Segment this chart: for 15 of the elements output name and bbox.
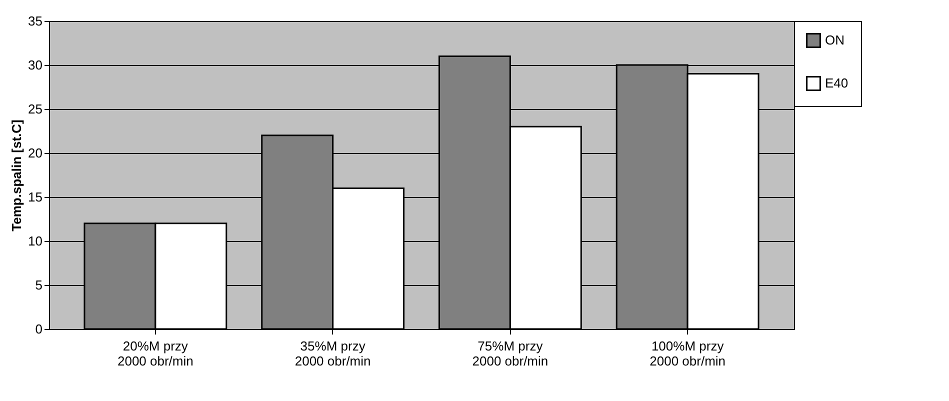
y-tick-label: 15 [28, 190, 42, 204]
y-tick-label: 10 [28, 234, 42, 248]
legend-label: ON [825, 32, 844, 48]
y-tick-label: 25 [28, 102, 42, 116]
x-tick-label: 35%M przy 2000 obr/min [294, 338, 371, 368]
y-axis-title: Temp.spalin [st.C] [9, 120, 24, 232]
legend-label: E40 [825, 76, 848, 90]
y-tick-label: 30 [28, 58, 42, 72]
x-tick-label: 20%M przy 2000 obr/min [117, 338, 194, 368]
y-tick-label: 0 [35, 322, 42, 336]
x-tick-label: 75%M przy 2000 obr/min [472, 338, 548, 368]
y-tick-label: 20 [28, 146, 42, 160]
y-tick-label: 5 [35, 278, 42, 292]
x-tick-label: 100%M przy 2000 obr/min [650, 338, 726, 368]
y-tick-label: 35 [28, 14, 42, 28]
